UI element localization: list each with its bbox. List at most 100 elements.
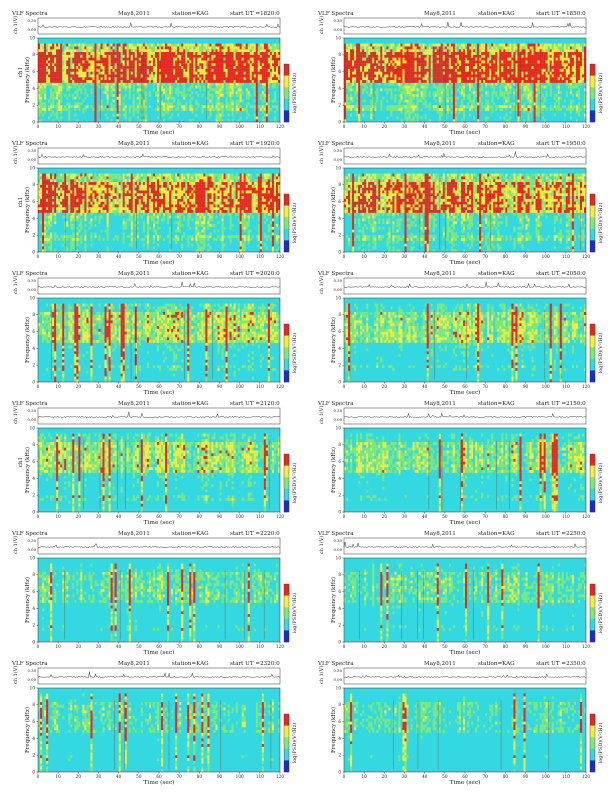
spectrogram-cell bbox=[148, 94, 151, 97]
spectrogram-cell bbox=[144, 52, 147, 55]
spectrogram-cell bbox=[511, 49, 514, 53]
spectrogram-cell bbox=[477, 63, 480, 67]
spectrogram-cell bbox=[372, 68, 375, 72]
spectrogram-cell bbox=[110, 74, 113, 78]
spectrogram-cell bbox=[114, 54, 117, 58]
spectrogram-cell bbox=[74, 102, 77, 106]
spectrogram-cell bbox=[207, 108, 210, 111]
spectrogram-cell bbox=[239, 74, 242, 78]
spectrogram-cell bbox=[44, 63, 47, 67]
spectrogram-cell bbox=[410, 52, 413, 55]
spectrogram-cell bbox=[183, 108, 186, 111]
spectrogram-cell bbox=[138, 68, 141, 72]
spectrogram-cell bbox=[555, 71, 558, 75]
spectrogram-cell bbox=[261, 108, 264, 111]
spectrogram-cell bbox=[577, 113, 580, 117]
spectrogram-cell bbox=[235, 63, 238, 67]
spectrogram-cell bbox=[541, 77, 544, 81]
spectrogram-cell bbox=[471, 99, 474, 103]
spectrogram-cell bbox=[370, 46, 373, 50]
spectrogram-cell bbox=[406, 54, 409, 58]
spectrogram-cell bbox=[183, 94, 186, 97]
spectrogram-cell bbox=[100, 49, 103, 53]
spectrogram-cell bbox=[541, 102, 544, 106]
spectrogram-cell bbox=[173, 49, 176, 53]
spectrogram-cell bbox=[40, 66, 43, 69]
spectrogram-cell bbox=[370, 60, 373, 64]
spectrogram-cell bbox=[396, 46, 399, 50]
spectrogram-cell bbox=[54, 71, 57, 75]
spectrogram-cell bbox=[175, 63, 178, 67]
spectrogram-cell bbox=[56, 52, 59, 55]
spectrogram-cell bbox=[223, 77, 226, 81]
spectrogram-cell bbox=[221, 46, 224, 50]
spectrogram-cell bbox=[424, 71, 427, 75]
spectrogram-cell bbox=[370, 80, 373, 83]
spectrogram-cell bbox=[571, 46, 574, 50]
spectrogram-cell bbox=[400, 57, 403, 61]
spectrogram-cell bbox=[122, 80, 125, 83]
spectrogram-cell bbox=[444, 49, 447, 53]
spectrogram-cell bbox=[531, 60, 534, 64]
spectrogram-cell bbox=[249, 77, 252, 81]
spectrogram-cell bbox=[509, 88, 512, 92]
spectrogram-cell bbox=[185, 105, 188, 109]
spectrogram-cell bbox=[70, 54, 73, 58]
spectrogram-cell bbox=[40, 77, 43, 81]
spectrogram-cell bbox=[517, 80, 520, 83]
spectrogram-cell bbox=[509, 85, 512, 89]
spectrogram-cell bbox=[467, 68, 470, 72]
spectrogram-cell bbox=[130, 54, 133, 58]
spectrogram-cell bbox=[261, 82, 264, 86]
spectrogram-cell bbox=[378, 60, 381, 64]
spectrogram-cell bbox=[350, 46, 353, 50]
spectrogram-cell bbox=[84, 49, 87, 53]
spectrogram-cell bbox=[515, 66, 518, 69]
spectrogram-cell bbox=[565, 82, 568, 86]
spectrogram-cell bbox=[436, 43, 439, 47]
spectrogram-cell bbox=[513, 80, 516, 83]
spectrogram-cell bbox=[382, 43, 385, 47]
spectrogram-cell bbox=[549, 57, 552, 61]
spectrogram-cell bbox=[384, 63, 387, 67]
spectrogram-cell bbox=[255, 63, 258, 67]
spectrogram-cell bbox=[217, 116, 220, 120]
spectrogram-cell bbox=[364, 57, 367, 61]
spectrogram-cell bbox=[499, 116, 502, 120]
spectrogram-cell bbox=[207, 102, 210, 106]
spectrogram-cell bbox=[106, 71, 109, 75]
spectrogram-cell bbox=[410, 63, 413, 67]
spectrogram-cell bbox=[68, 74, 71, 78]
spectrogram-cell bbox=[398, 108, 401, 111]
spectrogram-cell bbox=[209, 60, 212, 64]
freq-tick-label: 10 bbox=[30, 35, 36, 40]
spectrogram-cell bbox=[420, 68, 423, 72]
spectrogram-cell bbox=[469, 57, 472, 61]
spectrogram-cell bbox=[104, 57, 107, 61]
spectrogram-cell bbox=[128, 116, 131, 120]
spectrogram-cell bbox=[438, 60, 441, 64]
spectrogram-cell bbox=[545, 94, 548, 97]
spectrogram-cell bbox=[235, 49, 238, 53]
spectrogram-cell bbox=[144, 54, 147, 58]
spectrogram-cell bbox=[209, 108, 212, 111]
spectrogram-cell bbox=[150, 52, 153, 55]
spectrogram-cell bbox=[144, 66, 147, 69]
spectrogram-cell bbox=[398, 54, 401, 58]
spectrogram-cell bbox=[86, 66, 89, 69]
spectrogram-cell bbox=[56, 46, 59, 50]
spectrogram-cell bbox=[444, 68, 447, 72]
spectrogram-cell bbox=[529, 94, 532, 97]
spectrogram-cell bbox=[86, 74, 89, 78]
spectrogram-cell bbox=[553, 52, 556, 55]
spectrogram-cell bbox=[189, 99, 192, 103]
spectrogram-cell bbox=[398, 52, 401, 55]
spectrogram-cell bbox=[82, 60, 85, 64]
spectrogram-cell bbox=[249, 94, 252, 97]
spectrogram-cell bbox=[265, 116, 268, 120]
spectrogram-cell bbox=[543, 96, 546, 100]
spectrogram-cell bbox=[358, 63, 361, 67]
amp-tick-label: 0.00 bbox=[28, 27, 37, 32]
spectrogram-cell bbox=[163, 119, 166, 123]
spectrogram-cell bbox=[422, 43, 425, 47]
